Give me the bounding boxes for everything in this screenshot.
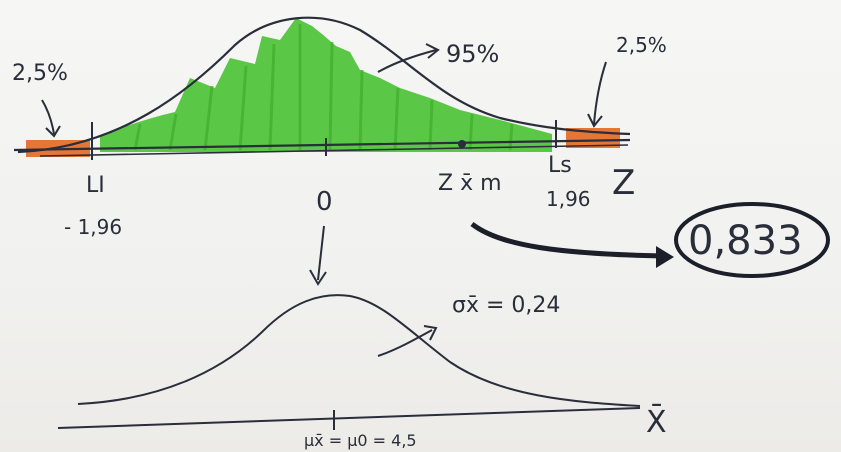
z-axis-label: Z bbox=[612, 163, 635, 203]
down-arrow-head bbox=[309, 269, 327, 286]
sigma-arrow-head bbox=[423, 325, 438, 341]
zero-label: 0 bbox=[316, 187, 333, 217]
x-bar-axis-line bbox=[57, 407, 641, 429]
li-value: - 1,96 bbox=[64, 215, 122, 239]
ls-value: 1,96 bbox=[546, 187, 591, 211]
li-label: LI bbox=[86, 173, 105, 198]
mean-label: μx̄ = μ0 = 4,5 bbox=[304, 431, 417, 450]
center-region-arrow bbox=[377, 49, 437, 73]
down-arrow bbox=[317, 225, 325, 281]
sigma-arrow bbox=[377, 329, 433, 357]
standard-normal-curve bbox=[17, 16, 631, 154]
right-tail-arrow-head bbox=[587, 113, 603, 128]
left-tail-percent: 2,5% bbox=[12, 61, 68, 86]
left-tail-arrow-head bbox=[45, 125, 61, 138]
left-tail-arrow bbox=[41, 99, 55, 135]
sampling-distribution-curve bbox=[77, 294, 641, 407]
center-percent: 95% bbox=[446, 40, 499, 68]
result-arrow-head bbox=[656, 246, 674, 268]
ls-label: Ls bbox=[548, 153, 572, 178]
acceptance-region-strokes bbox=[133, 24, 514, 151]
z-axis-line-lower bbox=[39, 144, 629, 157]
sigma-label: σx̄ = 0,24 bbox=[452, 293, 560, 318]
z-axis-line bbox=[13, 138, 631, 152]
test-statistic-point bbox=[458, 140, 466, 148]
test-statistic-label: Z x̄ m bbox=[438, 171, 502, 196]
right-tail-percent: 2,5% bbox=[616, 33, 667, 57]
right-tail-arrow bbox=[593, 61, 607, 125]
center-region-arrow-head bbox=[425, 43, 440, 59]
x-bar-axis-label: X̄ bbox=[646, 404, 667, 440]
result-value: 0,833 bbox=[688, 218, 803, 264]
acceptance-region-fill bbox=[100, 18, 552, 152]
result-circle bbox=[674, 202, 830, 278]
result-arrow bbox=[470, 222, 665, 259]
